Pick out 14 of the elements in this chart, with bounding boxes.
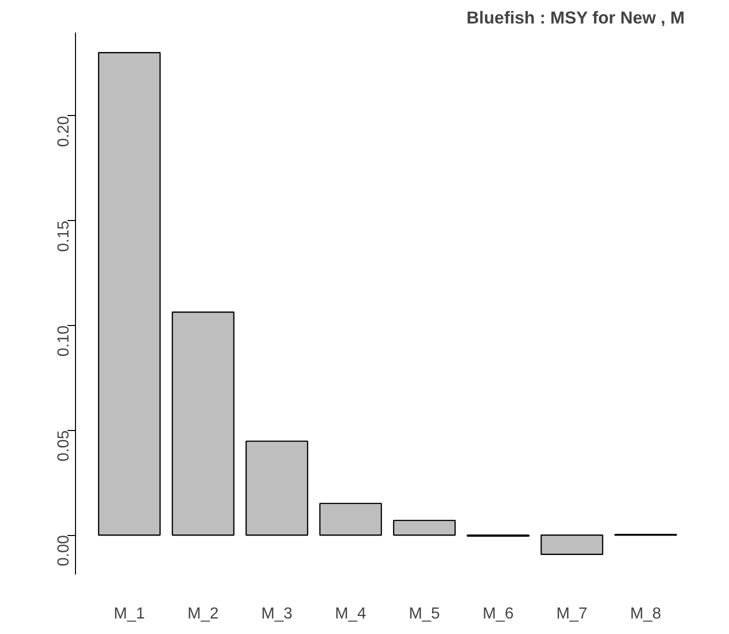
y-tick-label: 0.15 xyxy=(56,220,72,252)
x-tick-label: M_7 xyxy=(556,606,588,622)
y-tick-label: 0.20 xyxy=(56,116,72,148)
y-tick-label: 0.10 xyxy=(56,325,72,357)
x-tick-label: M_1 xyxy=(114,606,146,622)
x-tick-label: M_6 xyxy=(482,606,514,622)
y-tick-label: 0.05 xyxy=(56,430,72,462)
x-tick-label: M_8 xyxy=(630,606,662,622)
x-tick-label: M_2 xyxy=(188,606,219,622)
x-tick-label: M_5 xyxy=(408,606,440,622)
x-tick-label: M_3 xyxy=(261,606,293,622)
y-tick-label: 0.00 xyxy=(56,534,72,566)
x-tick-label: M_4 xyxy=(335,606,366,622)
chart-title: Bluefish : MSY for New , M xyxy=(466,8,685,28)
